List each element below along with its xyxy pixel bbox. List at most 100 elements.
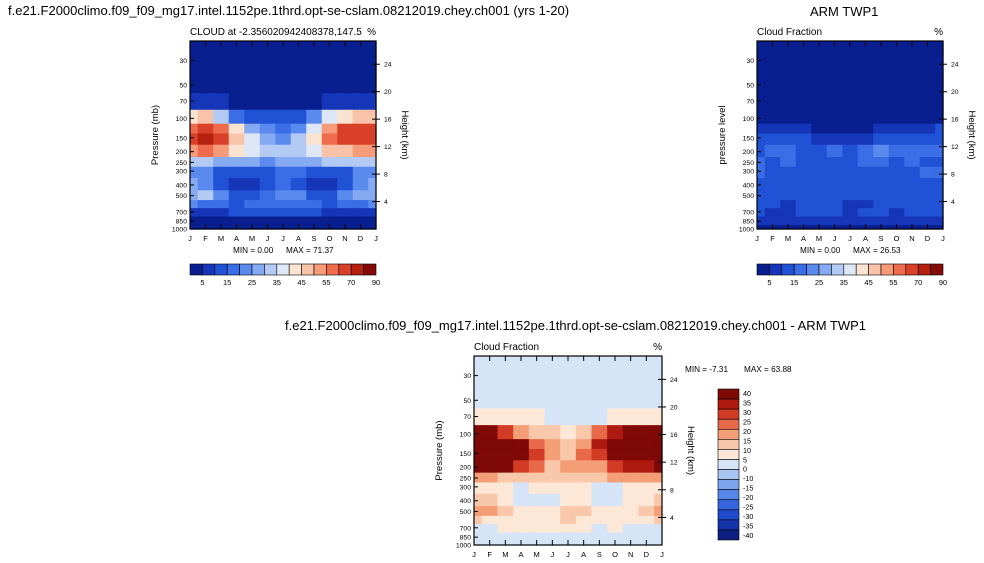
- heatmap-cell: [197, 41, 214, 52]
- heatmap-cell: [607, 532, 624, 542]
- heatmap-cell: [575, 493, 593, 507]
- heatmap-cell: [513, 365, 530, 389]
- heatmap-cell: [764, 133, 781, 146]
- x-tick-label: J: [188, 234, 192, 243]
- heatmap-cell: [654, 448, 663, 461]
- heatmap-cell: [904, 133, 921, 146]
- heatmap-cell: [306, 144, 323, 158]
- y-tick-label: 400: [176, 182, 188, 189]
- heatmap-cell: [244, 50, 261, 74]
- heatmap-cell: [290, 190, 307, 201]
- heatmap-cell: [290, 157, 307, 168]
- heatmap-cell: [528, 532, 546, 542]
- heatmap-cell: [560, 387, 577, 409]
- heatmap-cell: [190, 225, 199, 230]
- page-title-arm: ARM TWP1: [810, 4, 879, 19]
- heatmap-cell: [904, 200, 921, 209]
- heatmap-cell: [544, 506, 561, 517]
- heatmap-cell: [228, 208, 245, 218]
- colorbar-label: 15: [223, 278, 231, 287]
- heatmap-cell: [244, 109, 261, 125]
- heatmap-cell: [290, 200, 307, 209]
- heatmap-cell: [213, 133, 230, 146]
- heatmap-cell: [368, 144, 377, 158]
- heatmap-cell: [544, 356, 561, 367]
- heatmap-cell: [888, 157, 905, 168]
- x-tick-label: J: [941, 234, 945, 243]
- colorbar-box: [905, 263, 919, 276]
- y-tick-label: 300: [176, 169, 188, 176]
- heatmap-cell: [795, 157, 812, 168]
- heatmap-cell: [290, 144, 307, 158]
- heatmap-cell: [873, 190, 890, 201]
- heatmap-cell: [337, 123, 354, 135]
- page-title-difference: f.e21.F2000climo.f09_f09_mg17.intel.1152…: [285, 318, 867, 333]
- heatmap-cell: [306, 200, 323, 209]
- heatmap-cell: [560, 365, 577, 389]
- heatmap-cell: [654, 532, 663, 542]
- heatmap-cell: [259, 41, 276, 52]
- heatmap-cell: [857, 144, 874, 158]
- heatmap-cell: [244, 72, 261, 94]
- heatmap-cell: [654, 425, 663, 440]
- heatmap-cell: [780, 200, 797, 209]
- heatmap-cell: [290, 216, 307, 226]
- heatmap-cell: [826, 190, 843, 201]
- heatmap-cell: [368, 216, 377, 226]
- heatmap-cell: [275, 190, 292, 201]
- heatmap-cell: [259, 144, 276, 158]
- heatmap-cell: [275, 133, 292, 146]
- y-axis-label: Pressure (mb): [150, 105, 161, 165]
- colorbar-box: [251, 263, 265, 276]
- heatmap-cell: [474, 460, 483, 474]
- heatmap-cell: [826, 41, 843, 52]
- heatmap-cell: [290, 72, 307, 94]
- heatmap-cell: [622, 387, 640, 409]
- heatmap-cell: [857, 109, 874, 125]
- colorbar-box: [338, 263, 352, 276]
- heatmap-cell: [764, 41, 781, 52]
- heatmap-cell: [654, 482, 663, 495]
- x-tick-label: M: [534, 550, 540, 559]
- heatmap-cell: [638, 524, 655, 534]
- heatmap-cell: [528, 482, 546, 495]
- heatmap-cell: [591, 506, 608, 517]
- heatmap-cell: [190, 50, 199, 74]
- heatmap-cell: [290, 208, 307, 218]
- heatmap-cell: [352, 166, 369, 179]
- heatmap-cell: [197, 50, 214, 74]
- heatmap-cell: [290, 50, 307, 74]
- heatmap-cell: [919, 166, 936, 179]
- heatmap-cell: [528, 387, 546, 409]
- heatmap-cell: [811, 133, 828, 146]
- y-right-tick-label: 24: [951, 62, 959, 69]
- y-tick-label: 150: [743, 135, 755, 142]
- heatmap-cell: [919, 72, 936, 94]
- colorbar-label: 25: [743, 418, 751, 427]
- heatmap-cell: [764, 190, 781, 201]
- colorbar-box: [202, 263, 216, 276]
- heatmap-cell: [873, 123, 890, 135]
- heatmap-cell: [481, 482, 499, 495]
- heatmap-cell: [228, 200, 245, 209]
- x-tick-label: A: [863, 234, 868, 243]
- heatmap-cell: [259, 50, 276, 74]
- heatmap-cell: [842, 190, 859, 201]
- heatmap-cell: [306, 208, 323, 218]
- heatmap-cell: [591, 408, 608, 426]
- heatmap-cell: [795, 133, 812, 146]
- colorbar-box: [717, 449, 740, 460]
- x-tick-label: F: [770, 234, 775, 243]
- y-tick-label: 300: [743, 169, 755, 176]
- heatmap-cell: [259, 216, 276, 226]
- heatmap-cell: [591, 472, 608, 484]
- heatmap-cell: [826, 178, 843, 191]
- heatmap-cell: [857, 190, 874, 201]
- heatmap-cell: [826, 166, 843, 179]
- heatmap-cell: [575, 472, 593, 484]
- heatmap-cell: [244, 200, 261, 209]
- page-title-model: f.e21.F2000climo.f09_f09_mg17.intel.1152…: [8, 3, 570, 18]
- heatmap-cell: [275, 208, 292, 218]
- y-axis-label: pressure level: [717, 105, 728, 164]
- x-tick-label: M: [218, 234, 224, 243]
